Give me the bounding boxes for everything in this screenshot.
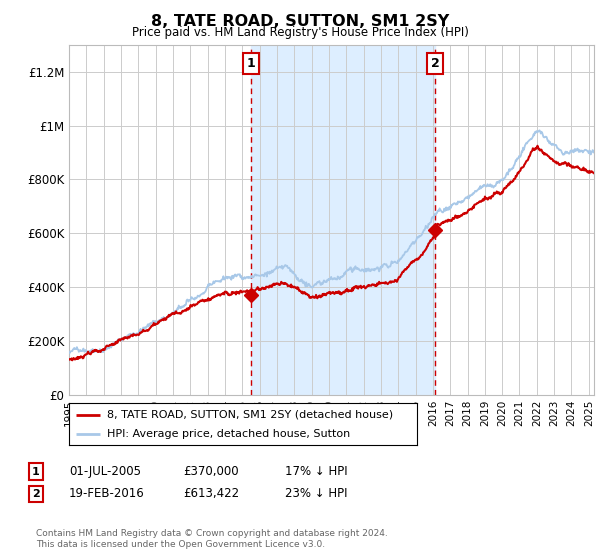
Text: Contains HM Land Registry data © Crown copyright and database right 2024.
This d: Contains HM Land Registry data © Crown c… [36,529,388,549]
Text: HPI: Average price, detached house, Sutton: HPI: Average price, detached house, Sutt… [107,429,350,439]
Text: 1: 1 [32,466,40,477]
Text: 17% ↓ HPI: 17% ↓ HPI [285,465,347,478]
Text: 01-JUL-2005: 01-JUL-2005 [69,465,141,478]
Text: 2: 2 [32,489,40,499]
Text: 19-FEB-2016: 19-FEB-2016 [69,487,145,501]
Text: £613,422: £613,422 [183,487,239,501]
Text: 23% ↓ HPI: 23% ↓ HPI [285,487,347,501]
Text: 8, TATE ROAD, SUTTON, SM1 2SY: 8, TATE ROAD, SUTTON, SM1 2SY [151,14,449,29]
Text: £370,000: £370,000 [183,465,239,478]
Text: 2: 2 [431,57,439,70]
Text: 8, TATE ROAD, SUTTON, SM1 2SY (detached house): 8, TATE ROAD, SUTTON, SM1 2SY (detached … [107,409,394,419]
Text: 1: 1 [247,57,256,70]
Bar [251,45,435,395]
Text: Price paid vs. HM Land Registry's House Price Index (HPI): Price paid vs. HM Land Registry's House … [131,26,469,39]
